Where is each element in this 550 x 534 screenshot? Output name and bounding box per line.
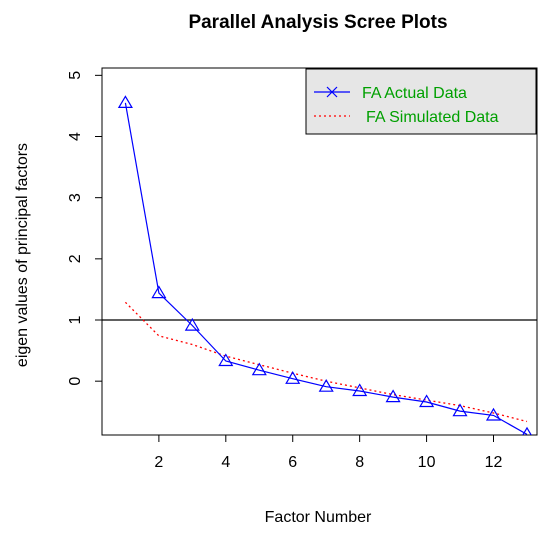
actual-data-line (124, 102, 528, 435)
x-tick-label: 2 (154, 454, 163, 471)
y-tick-label: 3 (67, 193, 84, 202)
y-axis-label: eigen values of principal factors (14, 143, 31, 367)
x-tick-label: 6 (288, 454, 297, 471)
y-tick-label: 2 (67, 254, 84, 263)
legend-actual-marker (326, 86, 338, 98)
x-axis-label: Factor Number (265, 509, 372, 526)
x-tick-label: 10 (418, 454, 436, 471)
x-tick-label: 12 (485, 454, 503, 471)
actual-data-point (218, 353, 234, 367)
legend-simulated-label: FA Simulated Data (366, 109, 499, 126)
chart-title: Parallel Analysis Scree Plots (188, 12, 447, 33)
legend-actual-label: FA Actual Data (362, 85, 467, 102)
actual-data-point (419, 394, 435, 408)
actual-data-point (117, 95, 133, 109)
y-tick-label: 1 (67, 315, 84, 324)
actual-data-point (251, 362, 267, 376)
plot-frame (101, 67, 538, 436)
actual-data-point (522, 426, 532, 435)
actual-data-point (151, 285, 167, 299)
legend-box (305, 68, 537, 135)
y-tick-label: 0 (67, 377, 84, 386)
actual-data-point (485, 407, 502, 421)
actual-data-point (452, 403, 468, 417)
x-tick-label: 4 (221, 454, 230, 471)
actual-data-point (318, 379, 334, 392)
actual-data-point (285, 371, 301, 384)
actual-data-point (385, 389, 401, 403)
y-tick-label: 4 (67, 132, 84, 141)
actual-data-point (352, 383, 368, 397)
x-tick-label: 8 (355, 454, 364, 471)
actual-data-point (184, 317, 200, 331)
y-tick-label: 5 (67, 71, 84, 80)
